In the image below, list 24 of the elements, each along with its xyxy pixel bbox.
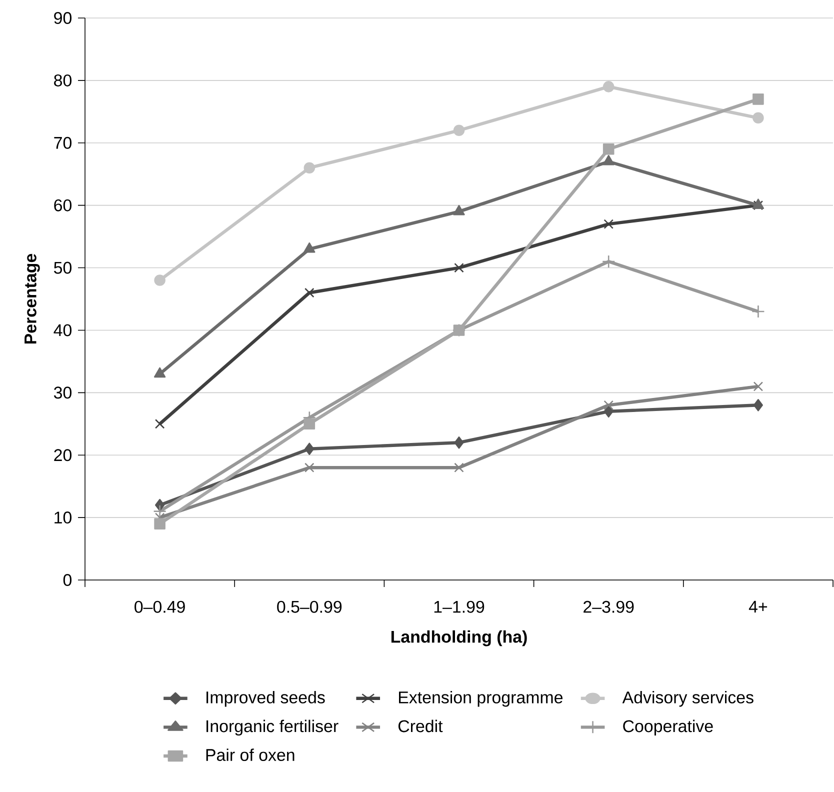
x-tick-label: 2–3.99 — [584, 600, 634, 613]
x-axis-title: Landholding (ha) — [391, 630, 527, 646]
legend-label: Inorganic fertiliser — [206, 720, 338, 736]
legend-label: Credit — [398, 720, 443, 732]
y-tick-label: 90 — [54, 12, 72, 24]
x-tick-label: 1–1.99 — [434, 600, 484, 613]
legend-label: Extension programme — [399, 690, 563, 707]
y-tick-label: 40 — [54, 324, 72, 336]
y-tick-label: 70 — [54, 136, 72, 149]
y-tick-label: 60 — [54, 199, 72, 212]
x-tick-label: 0.5–0.99 — [277, 600, 342, 613]
y-tick-label: 50 — [54, 262, 72, 274]
x-tick-label: 0–0.49 — [134, 600, 185, 613]
y-tick-label: 20 — [54, 449, 72, 462]
y-tick-label: 30 — [54, 386, 72, 399]
y-tick-label: 10 — [54, 512, 72, 524]
legend-label: Advisory services — [622, 690, 754, 707]
y-tick-label: 80 — [54, 74, 72, 86]
x-tick-label: 4+ — [748, 600, 768, 612]
legend-label: Pair of oxen — [206, 748, 294, 762]
legend-label: Cooperative — [623, 720, 713, 736]
legend-label: Improved seeds — [206, 690, 325, 707]
y-axis-title: Percentage — [24, 254, 40, 344]
y-tick-label: 0 — [63, 574, 72, 586]
